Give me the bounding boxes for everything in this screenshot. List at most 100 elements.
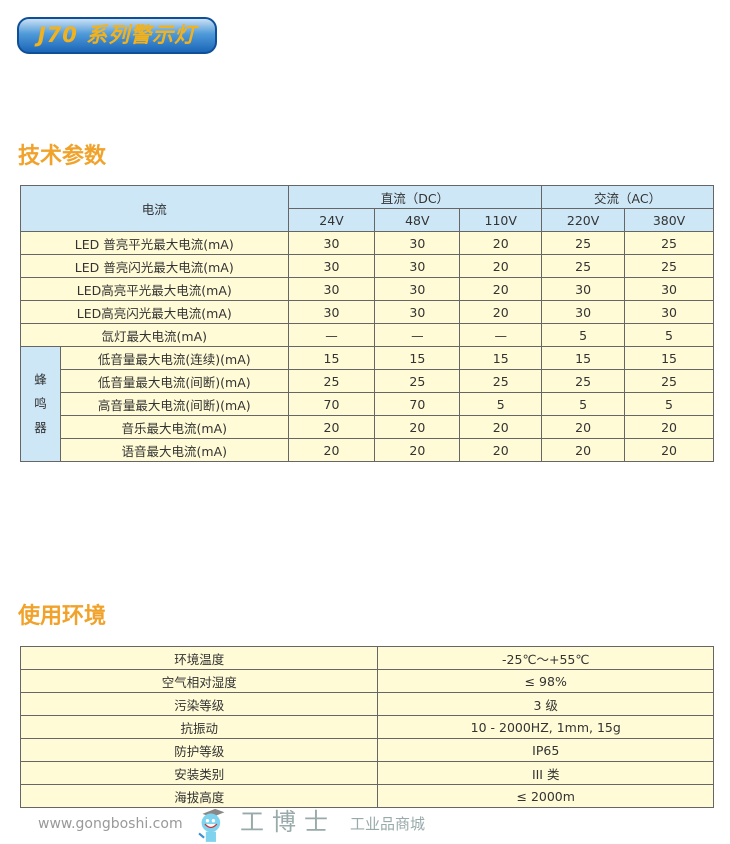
ac-header: 交流（AC）: [541, 185, 714, 209]
cell-value: —: [287, 323, 376, 347]
cell-value: 15: [287, 346, 376, 370]
cell-value: 25: [374, 369, 461, 393]
cell-value: 25: [624, 369, 714, 393]
table-row: 环境温度 -25℃～+55℃: [19, 646, 714, 670]
row-label: 氙灯最大电流(mA): [20, 323, 289, 347]
cell-value: -25℃～+55℃: [377, 646, 714, 670]
table-row: 空气相对湿度 ≤ 98%: [19, 669, 714, 693]
watermark-url: www.gongboshi.com: [38, 816, 183, 832]
table-row: 低音量最大电流(间断)(mA) 25 25 25 25 25: [21, 369, 714, 393]
watermark-mascot-logo: [198, 808, 225, 842]
table-row: 防护等级 IP65: [19, 738, 714, 762]
row-label: 抗振动: [19, 715, 379, 739]
row-label: 语音最大电流(mA): [59, 438, 289, 462]
table-row: LED高亮平光最大电流(mA) 30 30 20 30 30: [20, 277, 714, 301]
voltage-header: 48V: [374, 208, 461, 232]
cell-value: 20: [459, 300, 543, 324]
row-label: 低音量最大电流(间断)(mA): [59, 369, 289, 393]
cell-value: 25: [541, 369, 626, 393]
table-row: LED高亮闪光最大电流(mA) 30 30 20 30 30: [20, 300, 714, 324]
row-label: 环境温度: [19, 646, 379, 670]
cell-value: 15: [541, 346, 626, 370]
cell-value: 20: [624, 415, 714, 439]
table-row: 蜂鸣器 低音量最大电流(连续)(mA) 15 15 15 15 15: [20, 346, 714, 462]
cell-value: 5: [459, 392, 543, 416]
cell-value: 70: [374, 392, 461, 416]
cell-value: 20: [287, 415, 376, 439]
cell-value: 30: [374, 300, 461, 324]
cell-value: 70: [287, 392, 376, 416]
table-row: 氙灯最大电流(mA) — — —5 5: [20, 323, 714, 347]
cell-value: 5: [541, 392, 626, 416]
row-label: 海拔高度: [19, 784, 379, 808]
cell-value: —: [459, 323, 543, 347]
row-label: 空气相对湿度: [19, 669, 379, 693]
cell-value: 15: [624, 346, 714, 370]
environment-heading: 使用环境: [18, 604, 107, 629]
cell-value: 30: [541, 300, 626, 324]
table-row: 安装类别 III 类: [19, 761, 714, 785]
cell-value: 15: [459, 346, 543, 370]
table-row: 污染等级 3 级: [19, 692, 714, 716]
cell-value: 20: [374, 415, 461, 439]
cell-value: 5: [541, 323, 626, 347]
cell-value: IP65: [377, 738, 714, 762]
table-row: LED 普亮平光最大电流(mA) 30 30 20 25 25: [20, 231, 714, 255]
row-label: 防护等级: [19, 738, 379, 762]
cell-value: 20: [541, 438, 626, 462]
cell-value: 20: [459, 231, 543, 255]
row-label: 低音量最大电流(连续)(mA): [59, 346, 289, 370]
cell-value: 20: [287, 438, 376, 462]
cell-value: 20: [459, 415, 543, 439]
cell-value: 25: [624, 254, 714, 278]
cell-value: 5: [624, 392, 714, 416]
cell-value: 30: [287, 231, 376, 255]
row-label: 高音量最大电流(间断)(mA): [59, 392, 289, 416]
cell-value: 25: [287, 369, 376, 393]
table-row: 音乐最大电流(mA) 20 20 20 20 20: [21, 415, 714, 439]
row-label: LED高亮闪光最大电流(mA): [20, 300, 289, 324]
cell-value: 30: [541, 277, 626, 301]
cell-value: 20: [624, 438, 714, 462]
cell-value: 30: [624, 300, 714, 324]
cell-value: 15: [374, 346, 461, 370]
watermark-subtitle: 工业品商城: [350, 815, 426, 833]
cell-value: 30: [624, 277, 714, 301]
cell-value: 25: [459, 369, 543, 393]
row-label: 污染等级: [19, 692, 379, 716]
voltage-header: 24V: [287, 208, 376, 232]
cell-value: 3 级: [377, 692, 714, 716]
row-label: LED 普亮闪光最大电流(mA): [20, 254, 289, 278]
cell-value: 30: [374, 231, 461, 255]
cell-value: III 类: [377, 761, 714, 785]
row-label: 音乐最大电流(mA): [59, 415, 289, 439]
cell-value: 25: [541, 254, 626, 278]
dc-header: 直流（DC）: [287, 185, 543, 209]
cell-value: 25: [541, 231, 626, 255]
table-row: 抗振动 10 - 2000HZ, 1mm, 15g: [19, 715, 714, 739]
tech-params-table: 电流 直流（DC） 交流（AC） 24V 48V 110V 220V 380V LED …: [20, 185, 714, 462]
table-row: LED 普亮闪光最大电流(mA) 30 30 20 25 25: [20, 254, 714, 278]
cell-value: ≤ 98%: [377, 669, 714, 693]
row-label: LED高亮平光最大电流(mA): [20, 277, 289, 301]
voltage-header: 110V: [459, 208, 543, 232]
environment-table: 环境温度 -25℃～+55℃ 空气相对湿度 ≤ 98% 污染等级 3 级抗振动 10 - 2…: [19, 646, 714, 808]
cell-value: ≤ 2000m: [377, 784, 714, 808]
row-label: 安装类别: [19, 761, 379, 785]
cell-value: 20: [459, 438, 543, 462]
table-row: 海拔高度 ≤ 2000m: [19, 784, 714, 808]
cell-value: 30: [287, 254, 376, 278]
cell-value: 30: [374, 254, 461, 278]
cell-value: 20: [541, 415, 626, 439]
current-header: 电流: [20, 185, 289, 232]
watermark-brand: 工博士: [240, 808, 336, 836]
cell-value: 20: [459, 254, 543, 278]
cell-value: 5: [624, 323, 714, 347]
series-title-banner: J70 系列警示灯: [17, 17, 217, 54]
cell-value: 20: [374, 438, 461, 462]
table-row: 语音最大电流(mA) 20 20 20 20 20: [21, 438, 714, 462]
cell-value: 30: [287, 300, 376, 324]
buzzer-group-label: 蜂鸣器: [20, 346, 61, 462]
cell-value: 20: [459, 277, 543, 301]
